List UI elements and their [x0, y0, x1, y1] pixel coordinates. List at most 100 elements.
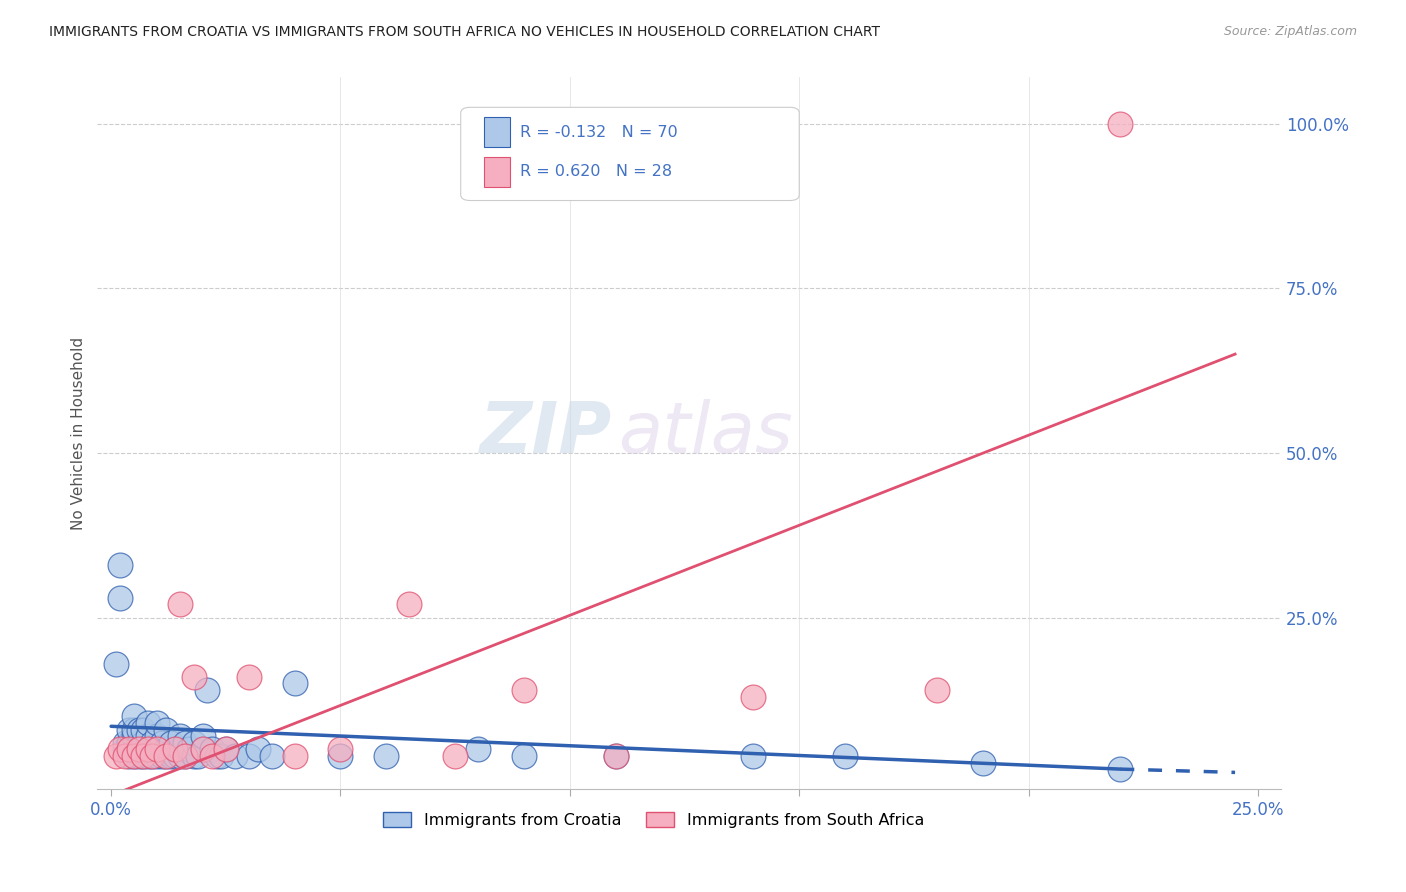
Point	[128, 736, 150, 750]
Point	[742, 690, 765, 704]
Point	[187, 748, 209, 763]
Point	[1109, 117, 1132, 131]
FancyBboxPatch shape	[485, 118, 510, 147]
Point	[136, 729, 159, 743]
Point	[238, 670, 260, 684]
Point	[141, 736, 163, 750]
Point	[150, 736, 173, 750]
Point	[215, 742, 238, 756]
Point	[136, 742, 159, 756]
Point	[215, 742, 238, 756]
Point	[132, 723, 155, 737]
Point	[513, 748, 536, 763]
Point	[155, 742, 177, 756]
Point	[104, 748, 127, 763]
Point	[834, 748, 856, 763]
Point	[155, 748, 177, 763]
Point	[118, 736, 141, 750]
Point	[173, 736, 195, 750]
Point	[165, 748, 187, 763]
Point	[114, 742, 136, 756]
Point	[146, 742, 169, 756]
Point	[165, 742, 187, 756]
FancyBboxPatch shape	[461, 107, 799, 201]
Point	[118, 748, 141, 763]
Point	[128, 723, 150, 737]
Point	[169, 748, 191, 763]
Point	[209, 748, 232, 763]
Point	[205, 748, 228, 763]
Point	[136, 742, 159, 756]
FancyBboxPatch shape	[485, 157, 510, 186]
Point	[238, 748, 260, 763]
Point	[375, 748, 398, 763]
Point	[128, 748, 150, 763]
Point	[329, 748, 352, 763]
Point	[146, 716, 169, 731]
Point	[183, 736, 205, 750]
Point	[132, 748, 155, 763]
Point	[444, 748, 467, 763]
Point	[173, 748, 195, 763]
Point	[146, 729, 169, 743]
Point	[114, 748, 136, 763]
Point	[146, 748, 169, 763]
Point	[191, 742, 214, 756]
Point	[183, 748, 205, 763]
Legend: Immigrants from Croatia, Immigrants from South Africa: Immigrants from Croatia, Immigrants from…	[377, 805, 931, 834]
Point	[159, 736, 181, 750]
Point	[104, 657, 127, 671]
Point	[925, 683, 948, 698]
Point	[972, 756, 994, 770]
Text: atlas: atlas	[619, 399, 793, 467]
Point	[141, 748, 163, 763]
Point	[201, 742, 224, 756]
Point	[513, 683, 536, 698]
Point	[132, 748, 155, 763]
Point	[169, 742, 191, 756]
Point	[110, 558, 132, 572]
Point	[742, 748, 765, 763]
Point	[118, 723, 141, 737]
Point	[159, 748, 181, 763]
Point	[284, 748, 307, 763]
Point	[246, 742, 269, 756]
Text: R = -0.132   N = 70: R = -0.132 N = 70	[520, 125, 678, 140]
Point	[1109, 762, 1132, 776]
Point	[110, 591, 132, 605]
Text: ZIP: ZIP	[479, 399, 612, 467]
Point	[177, 742, 200, 756]
Point	[122, 748, 145, 763]
Point	[118, 742, 141, 756]
Point	[155, 748, 177, 763]
Point	[146, 742, 169, 756]
Point	[122, 729, 145, 743]
Point	[136, 748, 159, 763]
Point	[169, 729, 191, 743]
Point	[191, 729, 214, 743]
Point	[114, 736, 136, 750]
Point	[201, 748, 224, 763]
Point	[128, 742, 150, 756]
Point	[197, 683, 219, 698]
Point	[467, 742, 489, 756]
Point	[224, 748, 246, 763]
Point	[122, 723, 145, 737]
Point	[183, 670, 205, 684]
Text: R = 0.620   N = 28: R = 0.620 N = 28	[520, 164, 672, 179]
Point	[150, 748, 173, 763]
Text: Source: ZipAtlas.com: Source: ZipAtlas.com	[1223, 25, 1357, 38]
Point	[122, 742, 145, 756]
Point	[605, 748, 627, 763]
Point	[165, 742, 187, 756]
Point	[329, 742, 352, 756]
Point	[122, 709, 145, 723]
Point	[398, 598, 420, 612]
Point	[132, 736, 155, 750]
Point	[141, 748, 163, 763]
Point	[141, 742, 163, 756]
Text: IMMIGRANTS FROM CROATIA VS IMMIGRANTS FROM SOUTH AFRICA NO VEHICLES IN HOUSEHOLD: IMMIGRANTS FROM CROATIA VS IMMIGRANTS FR…	[49, 25, 880, 39]
Point	[136, 716, 159, 731]
Point	[191, 742, 214, 756]
Point	[173, 748, 195, 763]
